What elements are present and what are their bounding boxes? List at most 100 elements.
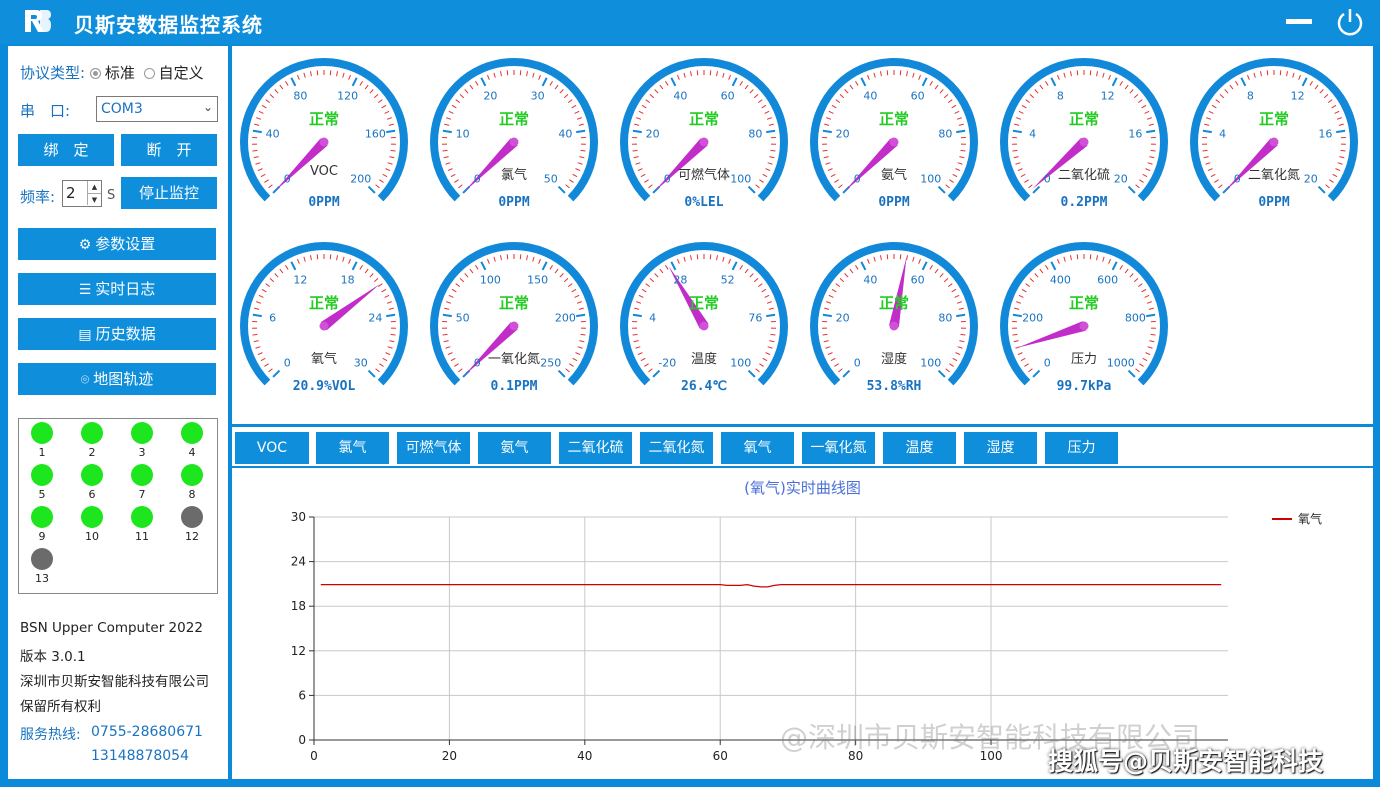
tab-5[interactable]: 二氧化氮 xyxy=(640,432,713,464)
stepper-down-icon[interactable]: ▼ xyxy=(87,193,101,205)
gauge-minor-tick xyxy=(649,278,655,283)
tab-8[interactable]: 温度 xyxy=(883,432,956,464)
gauge-arc xyxy=(1000,242,1168,386)
gauge-tick-label: 160 xyxy=(364,127,386,141)
tab-1[interactable]: 氯气 xyxy=(316,432,389,464)
gauge-minor-tick xyxy=(827,352,833,356)
tab-4[interactable]: 二氧化硫 xyxy=(559,432,632,464)
gauge-minor-tick xyxy=(279,268,284,274)
gauge-minor-tick xyxy=(1012,149,1018,152)
gauge-hub xyxy=(699,321,709,331)
gauge-minor-tick xyxy=(1309,80,1314,86)
gauge-minor-tick xyxy=(565,368,570,373)
minimize-button[interactable] xyxy=(1286,19,1312,24)
gauge-temperature: -20 4 28 52 76 100 正常 温度 26.4℃ xyxy=(614,234,794,414)
gauge-minor-tick xyxy=(382,357,388,362)
gauge-minor-tick xyxy=(565,184,570,189)
menu-settings-button[interactable]: ⚙ 参数设置 xyxy=(18,228,216,260)
gauge-major-tick xyxy=(731,261,738,271)
gauge-status: 正常 xyxy=(1068,110,1099,128)
gauge-minor-tick xyxy=(1018,110,1024,114)
gauge-major-tick xyxy=(766,129,776,134)
gauge-minor-tick xyxy=(880,71,882,77)
gauge-tick-label: -20 xyxy=(658,356,677,370)
sidebar: 协议类型: 标准 自定义 串 口: COM3 ⌄ 绑 定 断 开 频率: 2 ▲… xyxy=(8,46,228,779)
gauge-major-tick xyxy=(1050,77,1057,87)
gauge-needle xyxy=(1017,321,1088,348)
gauge-minor-tick xyxy=(826,117,832,120)
radio-custom[interactable] xyxy=(143,68,155,79)
gauge-reading: 0PPM xyxy=(498,195,530,210)
menu-history-button[interactable]: ▤ 历史数据 xyxy=(18,318,216,350)
tab-10[interactable]: 压力 xyxy=(1045,432,1118,464)
chart-legend: 氧气 xyxy=(1272,510,1322,527)
gauge-minor-tick xyxy=(448,110,454,114)
freq-stepper[interactable]: 2 ▲ ▼ xyxy=(62,180,102,207)
gauge-minor-tick xyxy=(359,264,364,270)
gauge-tick-label: 20 xyxy=(835,311,850,325)
gauge-minor-tick xyxy=(918,258,921,264)
gauge-minor-tick xyxy=(952,173,958,178)
gauge-minor-tick xyxy=(960,149,966,152)
gauge-minor-tick xyxy=(838,184,843,189)
gauge-minor-tick xyxy=(762,357,768,362)
gauge-tick-label: 0 xyxy=(663,172,671,186)
gauge-minor-tick xyxy=(918,74,921,80)
watermark-company: @深圳市贝斯安智能科技有限公司 xyxy=(780,721,1201,754)
radio-standard[interactable] xyxy=(89,68,101,79)
gauge-minor-tick xyxy=(580,333,586,336)
menu-log-button[interactable]: ☰ 实时日志 xyxy=(18,273,216,305)
gauge-minor-tick xyxy=(728,258,731,264)
gauge-minor-tick xyxy=(824,123,830,126)
gauge-minor-tick xyxy=(549,264,554,270)
gauge-minor-tick xyxy=(1017,168,1023,172)
gauge-arc xyxy=(620,58,788,202)
gauge-minor-tick xyxy=(1141,104,1147,109)
gauge-status: 正常 xyxy=(688,110,719,128)
port-select[interactable]: COM3 ⌄ xyxy=(96,96,218,122)
bind-button[interactable]: 绑 定 xyxy=(18,134,114,166)
gauge-name: 湿度 xyxy=(880,352,907,367)
gauge-hub xyxy=(1269,137,1279,147)
gauge-minor-tick xyxy=(579,156,585,159)
gauge-minor-tick xyxy=(1144,110,1150,114)
gauge-major-tick xyxy=(670,77,677,87)
gauge-minor-tick xyxy=(1133,94,1139,99)
gauge-dial xyxy=(240,58,408,202)
gauge-minor-tick xyxy=(526,255,528,261)
gauge-tick-label: 120 xyxy=(337,89,359,103)
status-dot xyxy=(81,506,103,528)
gauge-minor-tick xyxy=(637,168,643,172)
gauge-minor-tick xyxy=(342,72,345,78)
menu-map-button[interactable]: ⌾ 地图轨迹 xyxy=(18,363,216,395)
gauge-needle xyxy=(464,138,518,192)
gauge-minor-tick xyxy=(828,110,834,114)
stop-monitor-button[interactable]: 停止监控 xyxy=(121,177,217,209)
gauge-minor-tick xyxy=(1323,94,1329,99)
gauge-minor-tick xyxy=(377,283,383,288)
tab-2[interactable]: 可燃气体 xyxy=(397,432,470,464)
port-select-value: COM3 xyxy=(101,101,143,117)
gauge-minor-tick xyxy=(493,256,496,262)
gauge-minor-tick xyxy=(1253,72,1256,78)
tab-6[interactable]: 氧气 xyxy=(721,432,794,464)
power-icon[interactable] xyxy=(1334,6,1366,38)
stepper-up-icon[interactable]: ▲ xyxy=(87,181,101,193)
gauge-minor-tick xyxy=(636,301,642,304)
gauge-minor-tick xyxy=(532,72,535,78)
tab-9[interactable]: 湿度 xyxy=(964,432,1037,464)
gauge-major-tick xyxy=(921,261,928,271)
gauge-dial xyxy=(810,58,978,202)
line-chart: 0 6 12 18 24 30 0 20 40 60 80 100 xyxy=(291,510,1228,763)
tab-3[interactable]: 氨气 xyxy=(478,432,551,464)
gauge-minor-tick xyxy=(1142,357,1148,362)
gauge-minor-tick xyxy=(359,80,364,86)
gauge-tick-label: 40 xyxy=(863,89,878,103)
gauge-minor-tick xyxy=(1139,179,1144,183)
list-icon: ☰ xyxy=(78,282,92,298)
tab-7[interactable]: 一氧化氮 xyxy=(802,432,875,464)
disconnect-button[interactable]: 断 开 xyxy=(121,134,217,166)
gauge-minor-tick xyxy=(389,340,395,343)
tab-0[interactable]: VOC xyxy=(235,432,309,464)
menu-history-label: 历史数据 xyxy=(95,325,156,343)
